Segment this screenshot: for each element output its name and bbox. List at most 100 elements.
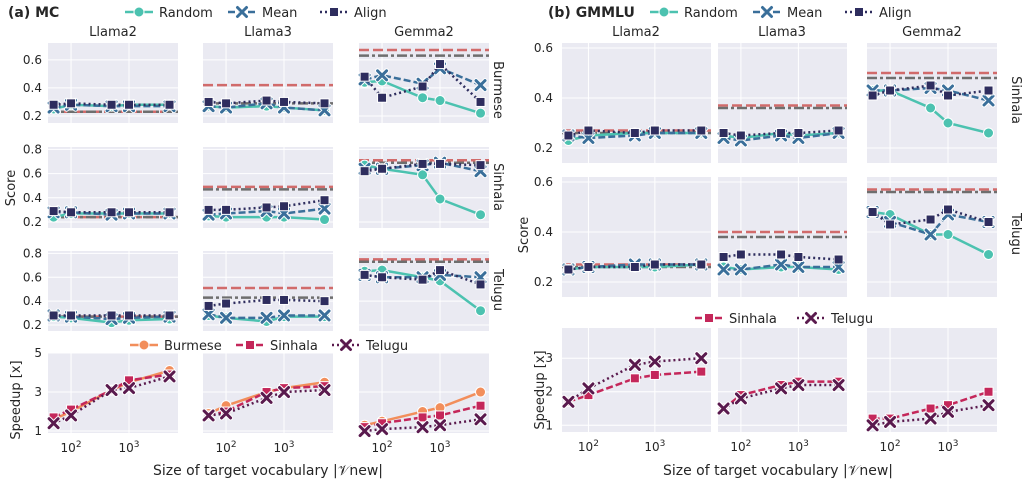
data-point-telugu-stroke xyxy=(562,395,575,408)
data-point-align xyxy=(983,85,994,96)
data-point-telugu xyxy=(647,354,662,369)
data-point-align xyxy=(475,160,486,171)
data-point-random xyxy=(475,209,487,221)
data-point-align xyxy=(203,96,214,107)
data-point-align xyxy=(735,249,746,260)
data-point-telugu-stroke xyxy=(695,352,708,365)
data-point-random xyxy=(925,102,937,114)
data-point-align xyxy=(696,259,707,270)
subplot-p0-r3-c2: 102 103 xyxy=(357,352,489,455)
series-line-mean xyxy=(208,102,325,112)
data-point-align xyxy=(261,202,272,213)
legend-a-mean-label: Mean xyxy=(262,6,297,21)
data-point-telugu xyxy=(791,378,806,393)
data-point-align xyxy=(106,310,117,321)
data-point-align xyxy=(261,294,272,305)
data-point-telugu-stroke xyxy=(628,358,641,371)
series-line-mean xyxy=(208,313,325,320)
data-point-align xyxy=(435,59,446,70)
legend-a-mean: Mean xyxy=(228,5,297,21)
data-point-mean-stroke xyxy=(775,258,788,271)
data-point-telugu-stroke xyxy=(358,425,371,438)
subplot-p1-r1-c0: 0.2 0.4 0.6 xyxy=(534,175,711,297)
panel-b-col-gemma2: Gemma2 xyxy=(902,25,962,40)
data-point-telugu-stroke xyxy=(924,412,937,425)
data-point-align xyxy=(279,294,290,305)
subplot-p0-r1-c1 xyxy=(201,147,333,228)
panel-b-col-llama3: Llama3 xyxy=(758,25,806,40)
legend-a-align-label: Align xyxy=(354,6,387,21)
legend-b-align-marker xyxy=(854,7,864,17)
data-point-telugu-stroke xyxy=(775,382,788,395)
data-point-mean xyxy=(259,310,274,325)
data-point-align xyxy=(124,310,135,321)
data-point-mean xyxy=(774,257,789,272)
data-point-mean xyxy=(473,78,488,93)
data-point-align xyxy=(833,254,844,265)
legend-b-random: Random xyxy=(650,6,738,21)
y-tick-label: 0.6 xyxy=(534,175,553,189)
data-point-align xyxy=(563,130,574,141)
data-point-telugu xyxy=(433,418,448,433)
subplot-p0-r2-c1 xyxy=(201,251,333,331)
data-point-telugu xyxy=(865,418,880,433)
y-tick-label: 0.8 xyxy=(23,142,42,156)
data-point-mean-stroke xyxy=(376,69,389,82)
data-point-align xyxy=(475,279,486,290)
data-point-telugu-stroke xyxy=(260,391,273,404)
data-point-align xyxy=(164,310,175,321)
panel-b-score-ylabel: Score xyxy=(517,217,532,253)
axes-background xyxy=(562,177,711,297)
data-point-align xyxy=(925,214,936,225)
data-point-telugu xyxy=(733,391,748,406)
subplot-p1-r0-c0: 0.2 0.4 0.6 xyxy=(534,41,711,163)
x-tick-label: 102 xyxy=(61,440,82,455)
subplot-p0-r1-c0: 0.2 0.4 0.6 0.8 xyxy=(23,142,178,229)
data-point-mean-stroke xyxy=(924,228,937,241)
y-tick-label: 3 xyxy=(545,351,553,365)
data-point-align xyxy=(649,125,660,136)
data-point-align xyxy=(377,163,388,174)
data-point-align xyxy=(66,207,77,218)
series-line-align xyxy=(208,198,325,212)
subplot-p0-r3-c0: 1 3 5 102 103 xyxy=(34,346,178,455)
y-tick-label: 1 xyxy=(34,424,42,438)
y-tick-label: 0.6 xyxy=(23,270,42,284)
data-point-align xyxy=(793,252,804,262)
legend-b-align-label: Align xyxy=(879,6,912,21)
data-point-align xyxy=(793,128,804,138)
data-point-mean xyxy=(733,262,748,277)
legend-b-mean-marker xyxy=(760,5,774,19)
data-point-align xyxy=(718,252,729,262)
data-point-align xyxy=(319,195,330,206)
series-line-align xyxy=(723,129,839,137)
data-point-telugu xyxy=(357,424,372,439)
x-tick-label: 103 xyxy=(938,439,959,454)
legend-a-random-marker xyxy=(133,6,145,18)
data-point-align xyxy=(124,207,135,218)
legend-b-mean: Mean xyxy=(753,5,822,21)
data-point-telugu-stroke xyxy=(202,409,215,422)
data-point-align xyxy=(359,166,370,177)
subplot-p0-r2-c0: 0.2 0.4 0.6 0.8 xyxy=(23,246,178,332)
subplot-p1-r1-c1 xyxy=(716,177,847,297)
data-point-telugu xyxy=(104,383,119,398)
y-tick-label: 0.8 xyxy=(23,246,42,260)
data-point-align xyxy=(106,207,117,218)
y-tick-label: 0.4 xyxy=(534,225,553,239)
panel-b-row-telugu: Telugu xyxy=(1008,212,1023,255)
subplot-p1-r2-c1: 102 103 xyxy=(716,328,847,454)
data-point-align xyxy=(833,125,844,136)
data-point-mean-stroke xyxy=(318,309,331,322)
data-point-align xyxy=(943,204,954,215)
data-point-align xyxy=(279,96,290,107)
series-line-mean xyxy=(208,207,325,216)
data-point-telugu xyxy=(219,406,234,421)
data-point-mean-stroke xyxy=(982,94,995,107)
legend-a-random: Random xyxy=(125,6,213,21)
data-point-align xyxy=(377,92,388,103)
legend-a-burmese-label: Burmese xyxy=(164,339,222,354)
data-point-align xyxy=(48,99,59,110)
data-point-telugu-stroke xyxy=(734,392,747,405)
legend-a-align: Align xyxy=(320,6,387,21)
